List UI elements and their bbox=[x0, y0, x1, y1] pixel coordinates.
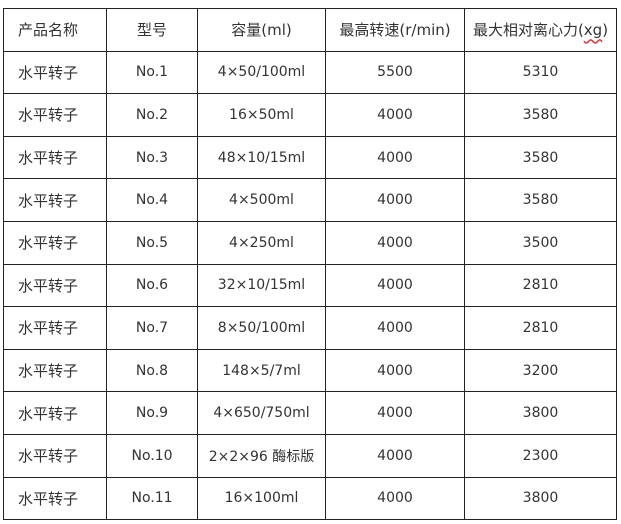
cell-model: No.2 bbox=[106, 93, 198, 137]
cell-max-speed: 4000 bbox=[325, 220, 465, 265]
cell-model: No.10 bbox=[106, 433, 198, 478]
table-row: 水平转子 No.5 4×250ml 4000 3500 bbox=[3, 220, 617, 265]
header-product-name: 产品名称 bbox=[3, 8, 107, 52]
table-row: 水平转子 No.7 8×50/100ml 4000 2810 bbox=[3, 306, 617, 350]
cell-product-name: 水平转子 bbox=[3, 263, 107, 308]
cell-max-rcf: 2810 bbox=[464, 306, 617, 350]
header-model: 型号 bbox=[106, 8, 198, 52]
cell-capacity: 4×650/750ml bbox=[197, 391, 326, 435]
cell-product-name: 水平转子 bbox=[3, 178, 107, 222]
header-max-rcf-label: 最大相对离心力( bbox=[472, 21, 584, 40]
cell-product-name: 水平转子 bbox=[3, 220, 107, 265]
cell-max-speed: 4000 bbox=[325, 135, 465, 180]
cell-model: No.8 bbox=[106, 348, 198, 393]
cell-capacity: 32×10/15ml bbox=[197, 263, 326, 308]
cell-model: No.7 bbox=[106, 306, 198, 350]
rotor-spec-table: 产品名称 型号 容量(ml) 最高转速(r/min) 最大相对离心力(xg) 水… bbox=[3, 8, 617, 521]
cell-max-speed: 5500 bbox=[325, 50, 465, 95]
cell-max-rcf: 5310 bbox=[464, 50, 617, 95]
cell-max-speed: 4000 bbox=[325, 263, 465, 308]
cell-max-speed: 4000 bbox=[325, 476, 465, 521]
cell-capacity: 2×2×96 酶标版 bbox=[197, 433, 326, 478]
header-max-rcf-unit: xg bbox=[583, 21, 603, 40]
cell-max-rcf: 3580 bbox=[464, 178, 617, 222]
cell-max-rcf: 3800 bbox=[464, 391, 617, 435]
cell-max-rcf: 3580 bbox=[464, 135, 617, 180]
cell-model: No.4 bbox=[106, 178, 198, 222]
cell-max-rcf: 3500 bbox=[464, 220, 617, 265]
cell-max-rcf: 3580 bbox=[464, 93, 617, 137]
table-row: 水平转子 No.9 4×650/750ml 4000 3800 bbox=[3, 391, 617, 435]
cell-max-speed: 4000 bbox=[325, 391, 465, 435]
table-row: 水平转子 No.1 4×50/100ml 5500 5310 bbox=[3, 50, 617, 95]
header-capacity: 容量(ml) bbox=[197, 8, 326, 52]
cell-model: No.9 bbox=[106, 391, 198, 435]
table-row: 水平转子 No.4 4×500ml 4000 3580 bbox=[3, 178, 617, 222]
cell-product-name: 水平转子 bbox=[3, 391, 107, 435]
cell-model: No.5 bbox=[106, 220, 198, 265]
cell-max-rcf: 3200 bbox=[464, 348, 617, 393]
table-row: 水平转子 No.6 32×10/15ml 4000 2810 bbox=[3, 263, 617, 308]
cell-capacity: 4×500ml bbox=[197, 178, 326, 222]
cell-product-name: 水平转子 bbox=[3, 135, 107, 180]
cell-product-name: 水平转子 bbox=[3, 476, 107, 521]
header-max-rcf-close: ) bbox=[602, 21, 609, 40]
cell-product-name: 水平转子 bbox=[3, 348, 107, 393]
cell-model: No.1 bbox=[106, 50, 198, 95]
table-row: 水平转子 No.8 148×5/7ml 4000 3200 bbox=[3, 348, 617, 393]
table-row: 水平转子 No.11 16×100ml 4000 3800 bbox=[3, 476, 617, 521]
table-row: 水平转子 No.10 2×2×96 酶标版 4000 2300 bbox=[3, 433, 617, 478]
cell-product-name: 水平转子 bbox=[3, 306, 107, 350]
cell-product-name: 水平转子 bbox=[3, 50, 107, 95]
cell-max-rcf: 2300 bbox=[464, 433, 617, 478]
cell-model: No.3 bbox=[106, 135, 198, 180]
cell-max-rcf: 2810 bbox=[464, 263, 617, 308]
cell-capacity: 148×5/7ml bbox=[197, 348, 326, 393]
cell-max-rcf: 3800 bbox=[464, 476, 617, 521]
cell-capacity: 8×50/100ml bbox=[197, 306, 326, 350]
cell-max-speed: 4000 bbox=[325, 348, 465, 393]
cell-max-speed: 4000 bbox=[325, 306, 465, 350]
cell-model: No.6 bbox=[106, 263, 198, 308]
table-row: 水平转子 No.3 48×10/15ml 4000 3580 bbox=[3, 135, 617, 180]
table-header-row: 产品名称 型号 容量(ml) 最高转速(r/min) 最大相对离心力(xg) bbox=[3, 8, 617, 52]
header-max-speed: 最高转速(r/min) bbox=[325, 8, 465, 52]
header-max-rcf: 最大相对离心力(xg) bbox=[464, 8, 617, 52]
cell-model: No.11 bbox=[106, 476, 198, 521]
cell-capacity: 4×50/100ml bbox=[197, 50, 326, 95]
cell-capacity: 16×100ml bbox=[197, 476, 326, 521]
cell-max-speed: 4000 bbox=[325, 433, 465, 478]
table-row: 水平转子 No.2 16×50ml 4000 3580 bbox=[3, 93, 617, 137]
cell-capacity: 16×50ml bbox=[197, 93, 326, 137]
cell-product-name: 水平转子 bbox=[3, 93, 107, 137]
cell-product-name: 水平转子 bbox=[3, 433, 107, 478]
cell-max-speed: 4000 bbox=[325, 178, 465, 222]
cell-capacity: 48×10/15ml bbox=[197, 135, 326, 180]
cell-max-speed: 4000 bbox=[325, 93, 465, 137]
cell-capacity: 4×250ml bbox=[197, 220, 326, 265]
